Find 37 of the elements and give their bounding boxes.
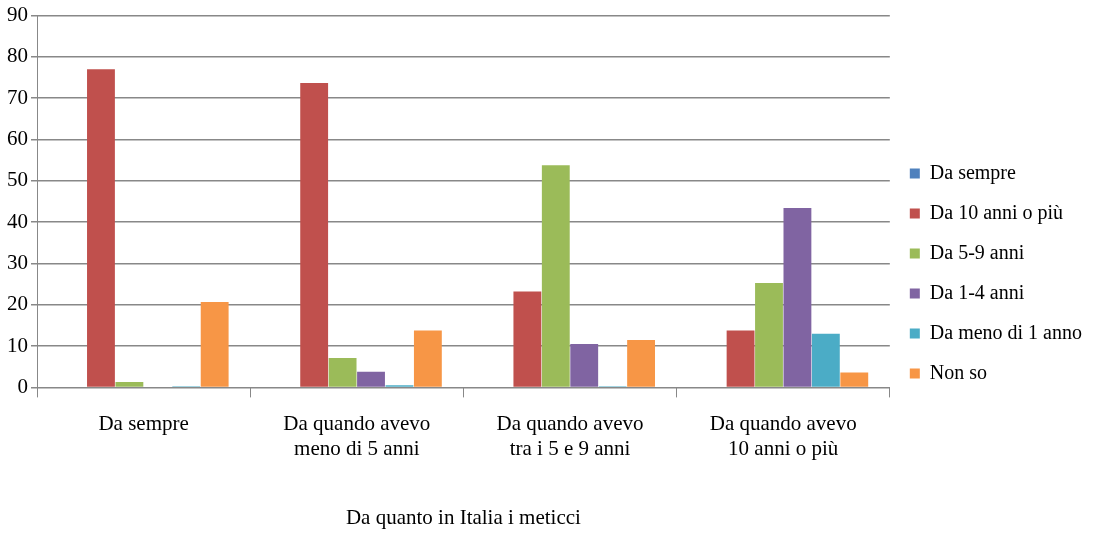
bar bbox=[413, 330, 442, 387]
bar bbox=[783, 208, 812, 387]
bar bbox=[840, 372, 869, 387]
bar bbox=[627, 339, 656, 387]
bar bbox=[755, 282, 783, 387]
y-tick-label: 10 bbox=[7, 332, 28, 357]
bar bbox=[726, 330, 755, 387]
legend-label: Non so bbox=[929, 360, 988, 383]
legend-label: Da 1-4 anni bbox=[929, 280, 1025, 303]
legend-label: Da 5-9 anni bbox=[929, 240, 1025, 263]
bar bbox=[811, 333, 840, 387]
x-tick-label: Da sempre bbox=[98, 410, 189, 435]
y-tick-label: 30 bbox=[7, 249, 28, 274]
bar bbox=[357, 371, 385, 387]
x-axis-title: Da quanto in Italia i meticci bbox=[345, 504, 582, 529]
y-tick-label: 40 bbox=[7, 208, 28, 233]
x-tick-label: Da quando avevo tra i 5 e 9 anni bbox=[496, 410, 644, 460]
y-tick-label: 50 bbox=[7, 167, 28, 192]
legend-label: Da meno di 1 anno bbox=[929, 320, 1082, 343]
legend-label: Da 10 anni o più bbox=[929, 200, 1064, 224]
y-tick-label: 90 bbox=[7, 2, 28, 27]
bar bbox=[115, 382, 144, 387]
legend-label: Da sempre bbox=[929, 160, 1017, 184]
x-tick-label: Da quando avevo meno di 5 anni bbox=[283, 410, 431, 460]
bar bbox=[300, 82, 329, 387]
y-tick-label: 80 bbox=[7, 43, 28, 68]
bar bbox=[200, 301, 229, 387]
y-tick-label: 20 bbox=[7, 291, 28, 316]
y-tick-label: 70 bbox=[7, 84, 28, 109]
bar bbox=[328, 358, 357, 387]
bar bbox=[541, 165, 570, 387]
y-tick-label: 60 bbox=[7, 126, 28, 151]
bar bbox=[570, 344, 599, 387]
bar bbox=[513, 291, 542, 387]
x-tick-label: Da quando avevo 10 anni o più bbox=[709, 410, 857, 460]
bar bbox=[87, 69, 115, 387]
y-tick-label: 0 bbox=[17, 373, 28, 398]
